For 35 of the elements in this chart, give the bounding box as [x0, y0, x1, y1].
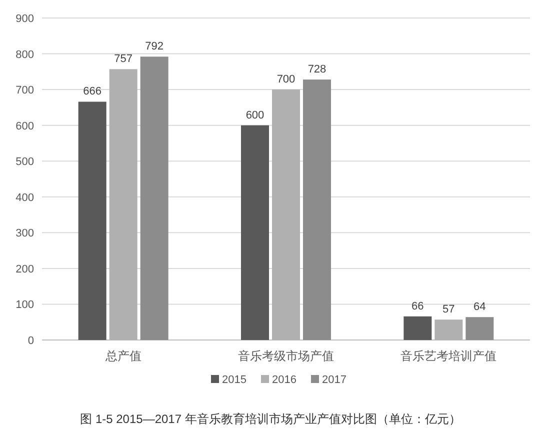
data-label: 728 [308, 64, 326, 76]
y-tick-label: 500 [16, 156, 34, 168]
data-label: 666 [83, 86, 102, 98]
y-tick-label: 900 [16, 13, 34, 25]
data-label: 64 [474, 301, 486, 314]
text: 图 1-5 2015—2017 年音乐教育培训市场产业产值对比图（单位：亿元） [80, 412, 461, 426]
y-tick-label: 800 [16, 48, 34, 61]
y-tick-label: 700 [16, 84, 34, 97]
x-tick-label: 总产值 [104, 349, 142, 363]
y-tick-label: 600 [16, 120, 34, 132]
data-label: 700 [276, 74, 296, 86]
data-label: 600 [246, 109, 264, 122]
x-tick-label: 音乐艺考培训产值 [400, 349, 497, 363]
bar [109, 69, 138, 340]
x-tick-label: 音乐考级市场产值 [238, 349, 334, 363]
bar [303, 80, 331, 340]
data-label: 757 [114, 53, 133, 66]
legend-label: 2015 [222, 374, 246, 386]
y-tick-label: 0 [28, 335, 34, 347]
data-label: 57 [442, 304, 455, 316]
y-tick-label: 200 [16, 263, 34, 276]
y-tick-label: 100 [16, 299, 34, 312]
bar [404, 316, 432, 340]
y-tick-label: 300 [16, 228, 34, 240]
bar [434, 320, 463, 340]
legend-label: 2016 [272, 374, 296, 386]
legend-label: 2017 [322, 374, 346, 386]
bar [241, 125, 269, 340]
bar [272, 90, 300, 340]
data-label: 792 [145, 40, 164, 53]
bar [466, 317, 494, 340]
data-label: 66 [412, 300, 424, 312]
y-tick-label: 400 [16, 192, 34, 204]
bar [78, 102, 106, 340]
bar [140, 56, 168, 340]
